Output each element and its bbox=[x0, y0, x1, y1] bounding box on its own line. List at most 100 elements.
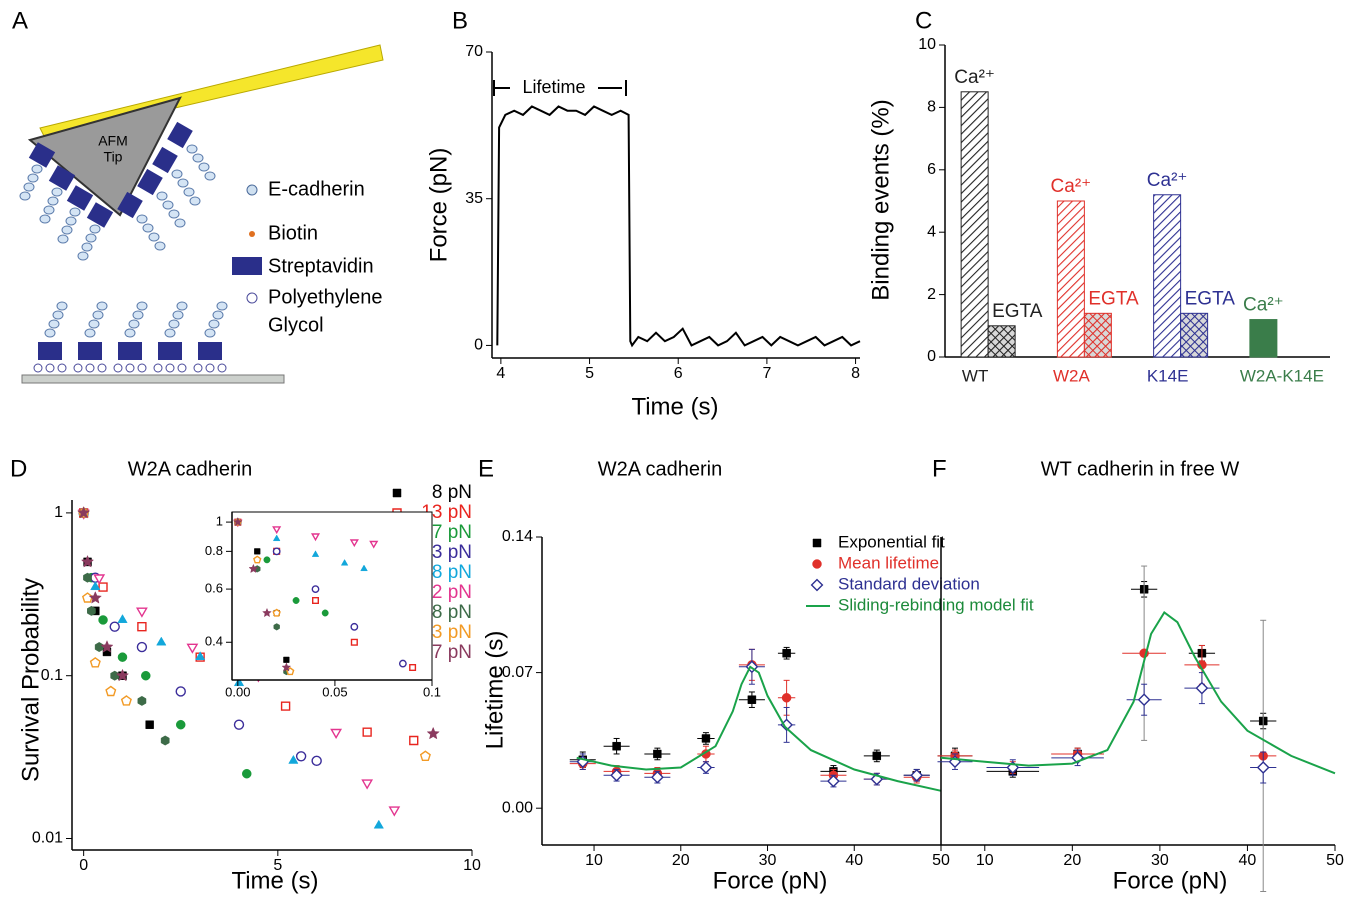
streptavidin bbox=[48, 165, 76, 191]
x-tick-label: W2A-K14E bbox=[1240, 366, 1324, 385]
marker bbox=[426, 726, 440, 740]
x-tick-label: 7 bbox=[762, 365, 771, 382]
bead bbox=[69, 207, 81, 217]
bar bbox=[1056, 200, 1085, 358]
y-tick-label: 8 bbox=[927, 99, 936, 116]
bead bbox=[88, 319, 100, 329]
marker bbox=[175, 719, 186, 730]
marker bbox=[89, 657, 101, 668]
peg bbox=[217, 363, 227, 373]
x-tick-label: 30 bbox=[759, 852, 777, 869]
marker bbox=[369, 540, 379, 549]
bead bbox=[172, 310, 184, 320]
peg bbox=[33, 363, 43, 373]
y-tick-label: 0.07 bbox=[502, 664, 533, 681]
marker bbox=[115, 668, 130, 682]
marker bbox=[186, 643, 199, 654]
bead bbox=[77, 251, 89, 261]
marker bbox=[175, 686, 186, 697]
peg bbox=[137, 363, 147, 373]
legend-label: Standard deviation bbox=[838, 574, 980, 593]
bead bbox=[48, 319, 60, 329]
panel-letter: C bbox=[915, 7, 932, 34]
bead bbox=[183, 187, 195, 197]
marker bbox=[262, 607, 272, 618]
bead bbox=[56, 301, 68, 311]
bead bbox=[92, 310, 104, 320]
marker bbox=[409, 664, 417, 671]
legend-label: Glycol bbox=[268, 314, 324, 336]
bead bbox=[216, 301, 228, 311]
marker bbox=[651, 770, 664, 784]
marker bbox=[782, 648, 791, 658]
marker bbox=[330, 728, 343, 739]
legend-label: Biotin bbox=[268, 222, 318, 244]
marker bbox=[100, 640, 114, 653]
bead bbox=[27, 173, 39, 183]
bead bbox=[212, 310, 224, 320]
legend-biotin bbox=[249, 231, 255, 237]
bead bbox=[51, 187, 63, 197]
marker bbox=[281, 662, 292, 672]
marker bbox=[409, 735, 419, 746]
marker bbox=[361, 779, 374, 790]
marker bbox=[109, 621, 120, 632]
marker bbox=[272, 534, 281, 542]
bead bbox=[124, 328, 136, 338]
marker bbox=[360, 564, 368, 572]
diagram: A AFM Tip E-cadherin Biotin Streptavidin… bbox=[12, 7, 384, 384]
marker bbox=[747, 695, 757, 704]
bead bbox=[168, 209, 180, 219]
x-tick-label: 4 bbox=[496, 365, 505, 382]
bead bbox=[96, 301, 108, 311]
bead bbox=[136, 301, 148, 311]
marker bbox=[93, 574, 106, 585]
bead bbox=[204, 328, 216, 338]
marker bbox=[1195, 681, 1209, 695]
bead bbox=[89, 224, 101, 234]
y-tick-label: 2 bbox=[927, 286, 936, 303]
streptavidin bbox=[38, 342, 62, 360]
annotation-bg bbox=[510, 77, 598, 99]
marker bbox=[87, 605, 96, 616]
marker bbox=[195, 651, 206, 661]
streptavidin bbox=[28, 142, 56, 168]
y-tick-label: 10 bbox=[918, 36, 936, 53]
streptavidin bbox=[86, 202, 114, 228]
y-tick-label: 6 bbox=[927, 161, 936, 178]
bar-label: Ca²⁺ bbox=[1051, 176, 1092, 197]
marker bbox=[233, 719, 245, 730]
legend-label: 47 pN bbox=[421, 642, 472, 663]
bead bbox=[198, 162, 210, 172]
x-tick-label: 50 bbox=[932, 852, 950, 869]
marker bbox=[910, 768, 924, 782]
marker bbox=[272, 526, 282, 535]
marker bbox=[283, 656, 290, 663]
bead bbox=[52, 310, 64, 320]
legend-label: 43 pN bbox=[421, 622, 472, 643]
plot-frame bbox=[231, 511, 433, 681]
marker bbox=[362, 727, 372, 737]
chart-title: W2A cadherin bbox=[128, 458, 253, 480]
marker bbox=[105, 685, 117, 697]
bead bbox=[164, 328, 176, 338]
x-tick-label: 0 bbox=[79, 857, 88, 874]
marker bbox=[94, 642, 104, 653]
marker bbox=[392, 488, 402, 498]
x-tick-label: 20 bbox=[1063, 852, 1081, 869]
bar-label: Ca²⁺ bbox=[954, 67, 995, 88]
panel-letter: E bbox=[478, 455, 494, 482]
bead bbox=[162, 200, 174, 210]
surface bbox=[21, 374, 285, 384]
x-axis-label: Force (pN) bbox=[1113, 867, 1228, 894]
marker bbox=[98, 615, 108, 625]
y-axis-label: Force (pN) bbox=[425, 148, 452, 263]
bar bbox=[1180, 312, 1209, 358]
bead bbox=[192, 153, 204, 163]
marker bbox=[80, 554, 95, 568]
bead bbox=[65, 216, 77, 226]
bar bbox=[1249, 319, 1278, 358]
y-tick-label: 0 bbox=[474, 337, 483, 354]
bar-label: EGTA bbox=[992, 301, 1043, 322]
